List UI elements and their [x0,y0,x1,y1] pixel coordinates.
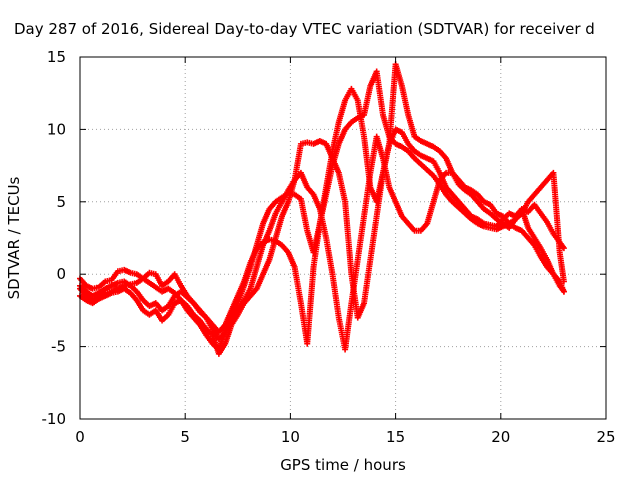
y-tick-label: 0 [56,265,66,283]
x-tick-label: 0 [75,428,85,446]
x-tick-label: 20 [491,428,510,446]
series-3 [77,133,567,357]
y-tick-label: 10 [47,120,66,138]
x-tick-label: 5 [180,428,190,446]
y-axis-title: SDTVAR / TECUs [5,176,23,299]
axis-ticks: 0 5 10 15 20 25 -10 -5 0 5 10 15 [42,48,616,446]
series-4 [77,61,567,343]
y-tick-label: -10 [42,410,67,428]
x-axis-title: GPS time / hours [280,456,406,474]
data-point [560,288,567,295]
x-tick-label: 15 [386,428,405,446]
grid [80,57,606,419]
y-tick-label: -5 [51,338,66,356]
x-tick-label: 25 [596,428,615,446]
plot-frame [79,56,607,420]
y-tick-label: 15 [47,48,66,66]
x-tick-label: 10 [281,428,300,446]
chart-title: Day 287 of 2016, Sidereal Day-to-day VTE… [14,20,595,38]
data-series [77,61,567,357]
y-tick-label: 5 [56,193,66,211]
